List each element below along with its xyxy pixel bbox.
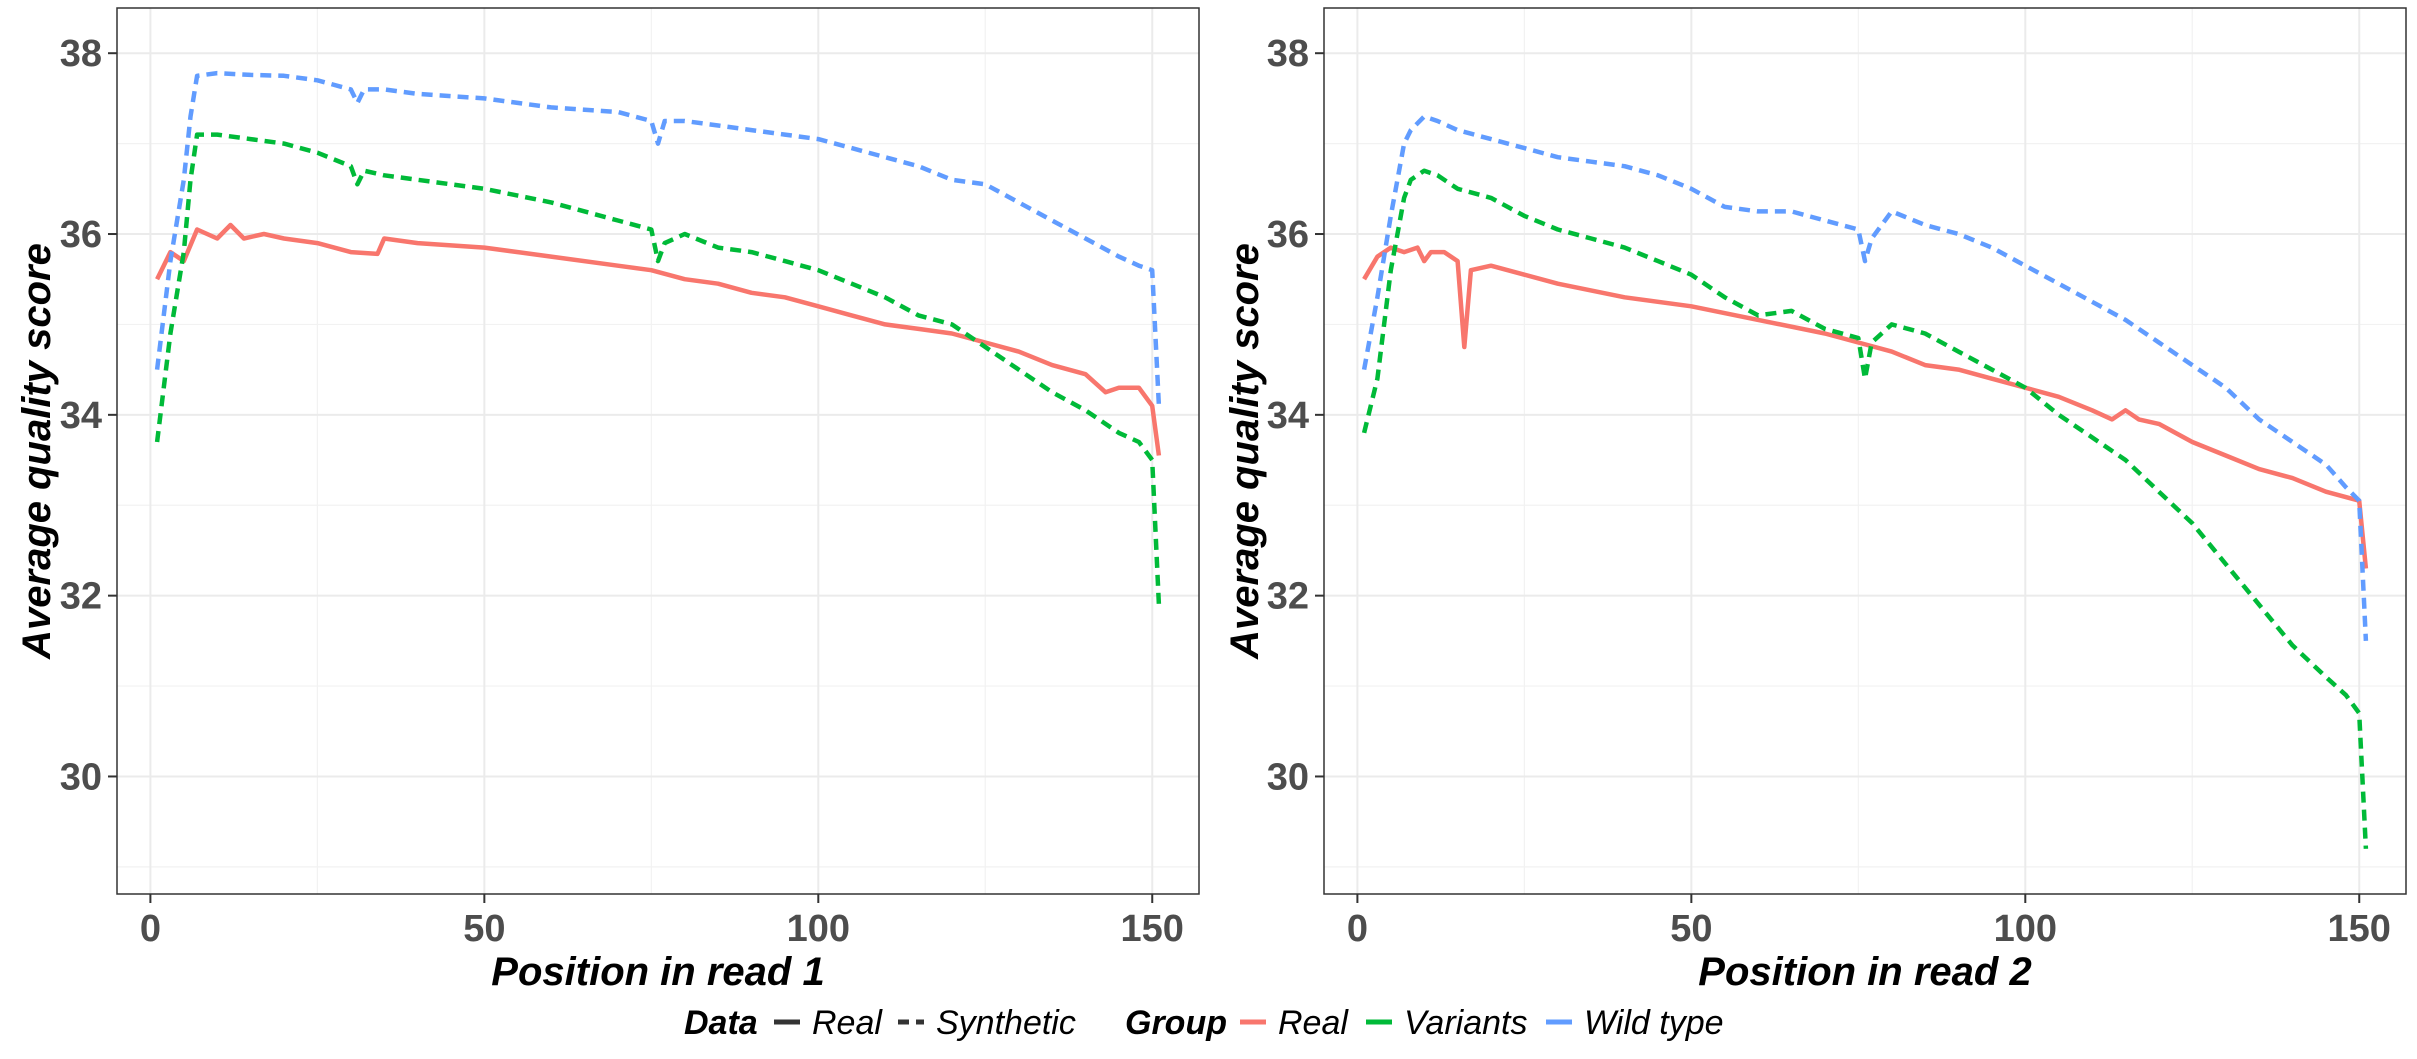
x-tick-label: 150 — [2328, 908, 2391, 950]
legend-label-group-real: Real — [1278, 1004, 1349, 1042]
y-axis-title: Average quality score — [1223, 243, 1267, 660]
series-line-wild-type — [1361, 114, 2369, 642]
x-tick-label: 0 — [1347, 908, 1368, 950]
legend-label-group-variants: Variants — [1404, 1004, 1527, 1042]
y-tick-label: 30 — [1267, 756, 1309, 798]
x-tick-label: 100 — [787, 908, 850, 950]
y-tick-label: 38 — [60, 33, 102, 75]
legend-group-title: Group — [1125, 1004, 1227, 1042]
x-tick-label: 150 — [1121, 908, 1184, 950]
y-tick-label: 34 — [1267, 395, 1309, 437]
x-axis-title: Position in read 2 — [1698, 950, 2031, 994]
y-tick-label: 38 — [1267, 33, 1309, 75]
series-line-real — [155, 222, 1162, 456]
y-tick-label: 34 — [60, 395, 102, 437]
legend-label-group-wild-type: Wild type — [1584, 1004, 1724, 1042]
panel-border — [1323, 7, 2407, 895]
y-tick-label: 32 — [1267, 576, 1309, 618]
series-line-variants — [1361, 168, 2369, 849]
y-tick-label: 36 — [1267, 214, 1309, 256]
x-tick-label: 50 — [1670, 908, 1712, 950]
legend-data-title: Data — [684, 1004, 758, 1042]
panel-read1: 0 50 100 150 30 32 34 36 38 Position in read 1 Ave… — [15, 7, 1200, 994]
series-line-wild-type — [154, 70, 1162, 406]
x-tick-label: 100 — [1994, 908, 2057, 950]
legend-label-real-data: Real — [812, 1004, 883, 1042]
series-line-real — [1362, 245, 2369, 569]
panel-read2: 0 50 100 150 30 32 34 36 38 Position in read 2 Ave… — [1223, 7, 2407, 994]
x-tick-label: 50 — [463, 908, 505, 950]
panel-border — [116, 7, 1200, 895]
y-tick-label: 36 — [60, 214, 102, 256]
y-tick-label: 32 — [60, 576, 102, 618]
series-line-variants — [154, 132, 1162, 605]
x-tick-label: 0 — [140, 908, 161, 950]
x-axis-title: Position in read 1 — [491, 950, 824, 994]
legend-label-synthetic: Synthetic — [936, 1004, 1076, 1042]
y-axis-title: Average quality score — [15, 243, 59, 660]
legend: Data Real Synthetic Group Real Variants … — [684, 1004, 1724, 1042]
y-tick-label: 30 — [60, 756, 102, 798]
